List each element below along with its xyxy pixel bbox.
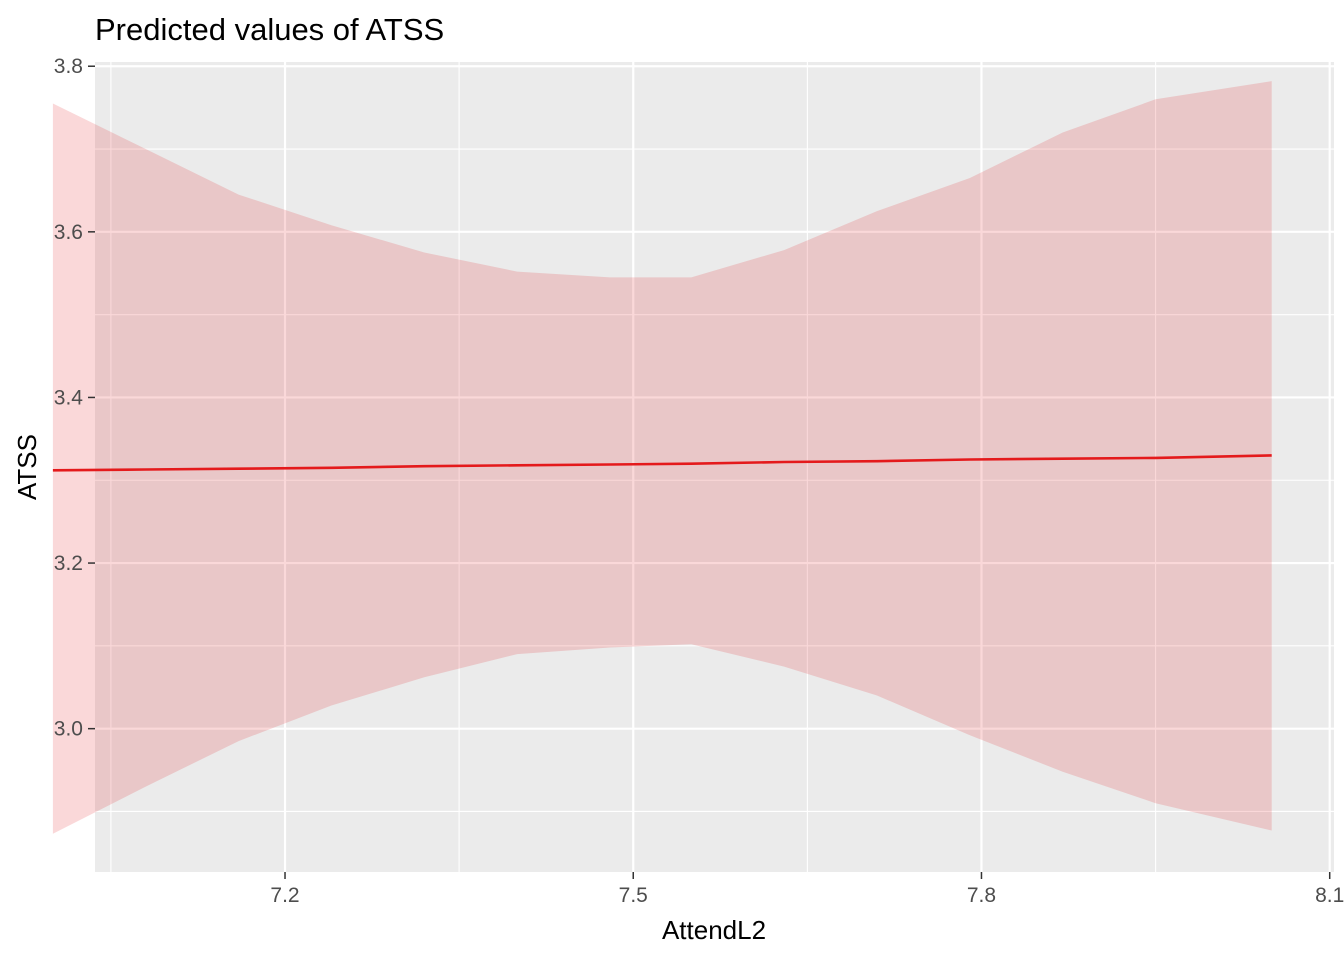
confidence-bands — [52, 81, 1272, 834]
x-tick-label-0: 7.2 — [270, 884, 299, 907]
x-tick-labels: 7.2 7.5 7.8 8.1 — [270, 884, 1344, 907]
x-tick-label-2: 7.8 — [967, 884, 996, 907]
chart-title: Predicted values of ATSS — [95, 12, 444, 47]
x-tick-label-1: 7.5 — [619, 884, 648, 907]
prediction-lines — [52, 454, 1272, 472]
x-tick-label-3: 8.1 — [1315, 884, 1344, 907]
y-tick-label-4: 3.8 — [54, 55, 83, 78]
y-axis-title: ATSS — [12, 434, 42, 500]
y-tick-label-0: 3.0 — [54, 718, 83, 741]
axis-ticks — [88, 65, 1331, 879]
y-tick-label-2: 3.4 — [54, 386, 84, 409]
y-tick-label-1: 3.2 — [54, 552, 83, 575]
y-tick-label-3: 3.6 — [54, 221, 83, 244]
x-axis-title: AttendL2 — [662, 915, 766, 945]
y-tick-labels: 3.0 3.2 3.4 3.6 3.8 — [54, 55, 84, 740]
confidence-band-0 — [52, 81, 1272, 834]
prediction-line-0 — [52, 454, 1272, 472]
